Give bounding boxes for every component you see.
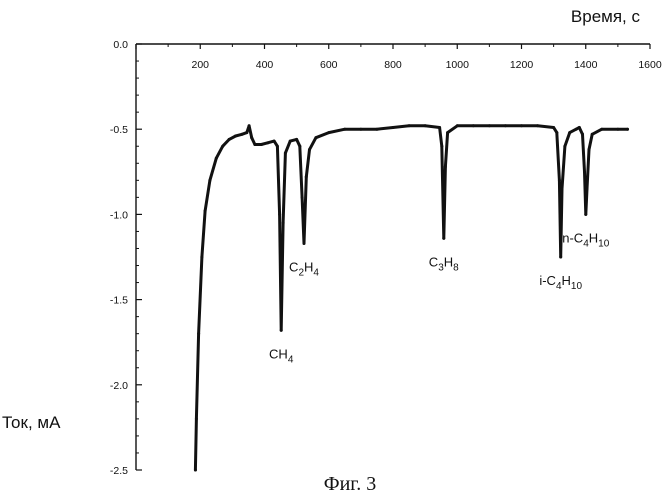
x-tick-label: 1200	[510, 59, 534, 71]
series-point	[359, 128, 362, 131]
y-tick-label: -1.5	[110, 295, 128, 307]
x-ticks: 200 400 600 800 1000 1200 1400 1600	[136, 44, 662, 71]
series-point	[280, 329, 283, 332]
series-point	[245, 131, 248, 134]
y-tick-label: -0.5	[110, 124, 128, 136]
peak-label: n-C4H10	[562, 230, 609, 249]
series-point	[575, 128, 578, 131]
axes	[136, 44, 650, 470]
series-point	[266, 141, 269, 144]
series-point	[568, 131, 571, 134]
series-point	[278, 213, 281, 216]
series-point	[260, 143, 263, 146]
series-point	[578, 126, 581, 129]
peak-label: C3H8	[429, 254, 459, 273]
y-tick-label: -2.0	[110, 380, 128, 392]
series-point	[215, 157, 218, 160]
y-ticks: 0.0 -0.5 -1.0 -1.5 -2.0 -2.5	[110, 39, 142, 477]
series-point	[284, 152, 287, 155]
series-point	[343, 128, 346, 131]
series-point	[282, 221, 285, 224]
series-point	[552, 126, 555, 129]
figure-caption: Фиг. 3	[324, 473, 376, 495]
series-point	[555, 131, 558, 134]
series-point	[587, 148, 590, 151]
series-point	[194, 469, 197, 472]
series-point	[583, 170, 586, 173]
x-tick-label: 400	[256, 59, 274, 71]
series-point	[295, 138, 298, 141]
series-point	[221, 145, 224, 148]
series-point	[298, 145, 301, 148]
series-line	[195, 126, 627, 470]
series-point	[616, 128, 619, 131]
peak-label: i-C4H10	[539, 273, 582, 292]
series-point	[584, 213, 587, 216]
series-point	[442, 237, 445, 240]
series-point	[600, 128, 603, 131]
x-axis-title: Время, с	[571, 7, 641, 26]
series-point	[197, 332, 200, 335]
series-point	[195, 417, 198, 420]
series-point	[626, 128, 629, 131]
series-point	[208, 179, 211, 182]
x-tick-label: 600	[320, 59, 338, 71]
series-point	[560, 187, 563, 190]
series-point	[305, 175, 308, 178]
series-point	[586, 187, 589, 190]
series-point	[559, 256, 562, 259]
series-point	[456, 124, 459, 127]
x-tick-label: 1600	[638, 59, 662, 71]
series-point	[424, 124, 427, 127]
series-point	[276, 145, 279, 148]
series-point	[375, 128, 378, 131]
series-point	[314, 136, 317, 139]
x-tick-label: 1000	[446, 59, 470, 71]
series-point	[308, 148, 311, 151]
series-point	[250, 136, 253, 139]
x-tick-label: 200	[191, 59, 209, 71]
series-point	[289, 140, 292, 143]
series-point	[301, 196, 304, 199]
x-tick-label: 1400	[574, 59, 598, 71]
series-point	[446, 131, 449, 134]
series-point	[200, 256, 203, 259]
series-point	[444, 165, 447, 168]
series-point	[228, 138, 231, 141]
series-point	[408, 124, 411, 127]
series-point	[563, 145, 566, 148]
series-point	[536, 124, 539, 127]
series-layer	[194, 124, 629, 471]
series-point	[392, 126, 395, 129]
series-point	[591, 133, 594, 136]
y-tick-label: 0.0	[113, 39, 128, 51]
series-point	[234, 135, 237, 138]
series-point	[248, 124, 251, 127]
y-tick-label: -2.5	[110, 465, 128, 477]
y-tick-label: -1.0	[110, 209, 128, 221]
peak-label: C2H4	[289, 259, 319, 278]
series-point	[273, 140, 276, 143]
series-point	[504, 124, 507, 127]
series-point	[327, 131, 330, 134]
series-point	[520, 124, 523, 127]
series-point	[558, 179, 561, 182]
peak-label: CH4	[269, 346, 294, 365]
y-axis-title: Ток, мА	[2, 413, 61, 432]
series-point	[488, 124, 491, 127]
annotation-layer: CH4 C2H4 C3H8 i-C4H10 n-C4H10	[269, 230, 610, 365]
series-point	[303, 242, 306, 245]
series-point	[438, 126, 441, 129]
series-point	[204, 209, 207, 212]
series-point	[241, 133, 244, 136]
series-point	[253, 143, 256, 146]
series-point	[440, 145, 443, 148]
series-point	[581, 133, 584, 136]
series-point	[472, 124, 475, 127]
x-tick-label: 800	[384, 59, 402, 71]
